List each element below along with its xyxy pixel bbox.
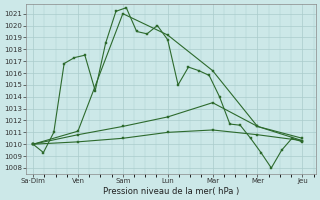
X-axis label: Pression niveau de la mer( hPa ): Pression niveau de la mer( hPa )	[103, 187, 239, 196]
